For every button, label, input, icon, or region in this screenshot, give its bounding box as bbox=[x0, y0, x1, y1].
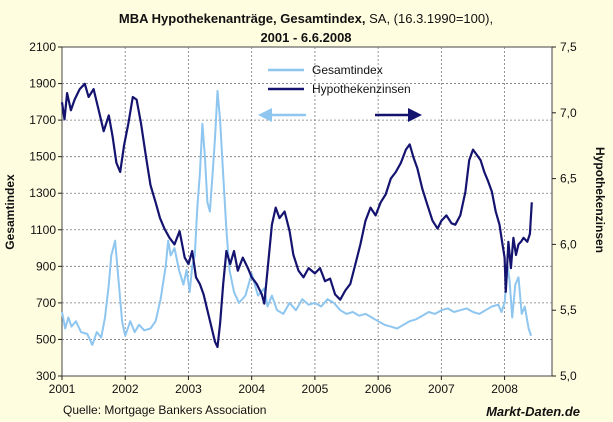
y-left-tick-label: 1500 bbox=[29, 150, 56, 164]
y-axis-left: 300 500 700 900 1100 1300 1500 1700 1900 2100 bbox=[29, 40, 62, 383]
source-note: Quelle: Mortgage Bankers Association bbox=[63, 403, 266, 417]
y-right-tick-label: 7,5 bbox=[560, 40, 577, 54]
y-axis-right-label: Hypothekenzinsen bbox=[593, 147, 607, 253]
y-left-tick-label: 900 bbox=[36, 259, 56, 273]
x-tick-label: 2005 bbox=[302, 382, 329, 396]
x-tick-label: 2004 bbox=[238, 382, 265, 396]
y-axis-left-label: Gesamtindex bbox=[3, 174, 17, 250]
chart-title-main: MBA Hypothekenanträge, Gesamtindex, bbox=[119, 11, 366, 26]
arrow-left-head bbox=[258, 108, 272, 122]
svg-text:MBA Hypothekenanträge, Gesamti: MBA Hypothekenanträge, Gesamtindex, SA, … bbox=[119, 11, 493, 26]
y-left-tick-label: 500 bbox=[36, 332, 56, 346]
grid bbox=[62, 47, 552, 376]
series-line-gesamtindex bbox=[61, 89, 533, 346]
chart-title: MBA Hypothekenanträge, Gesamtindex, SA, … bbox=[119, 11, 493, 45]
y-left-tick-label: 2100 bbox=[29, 40, 56, 54]
y-right-tick-label: 6,0 bbox=[560, 237, 577, 251]
legend-label-hypothekenzinsen: Hypothekenzinsen bbox=[312, 82, 411, 96]
y-right-tick-label: 6,5 bbox=[560, 172, 577, 186]
chart-title-rest: SA, (16.3.1990=100), bbox=[366, 11, 494, 26]
series-lines bbox=[60, 82, 533, 349]
x-tick-label: 2006 bbox=[365, 382, 392, 396]
x-axis: 2001 2002 2003 2004 2005 2006 2007 2008 bbox=[49, 376, 518, 396]
y-left-tick-label: 1300 bbox=[29, 186, 56, 200]
legend: Gesamtindex Hypothekenzinsen bbox=[268, 63, 411, 96]
x-tick-label: 2002 bbox=[112, 382, 139, 396]
series-line-hypothekenzinsen bbox=[60, 82, 533, 349]
y-left-tick-label: 1900 bbox=[29, 77, 56, 91]
y-right-tick-label: 5,0 bbox=[560, 369, 577, 383]
legend-label-gesamtindex: Gesamtindex bbox=[312, 63, 383, 77]
plot-area bbox=[61, 46, 553, 377]
y-right-tick-label: 5,5 bbox=[560, 303, 577, 317]
y-left-tick-label: 1700 bbox=[29, 113, 56, 127]
x-tick-label: 2003 bbox=[175, 382, 202, 396]
x-tick-label: 2008 bbox=[491, 382, 518, 396]
x-tick-label: 2001 bbox=[49, 382, 76, 396]
y-right-tick-label: 7,0 bbox=[560, 106, 577, 120]
y-axis-right: 5,0 5,5 6,0 6,5 7,0 7,5 bbox=[552, 40, 577, 383]
y-left-tick-label: 700 bbox=[36, 296, 56, 310]
x-tick-label: 2007 bbox=[428, 382, 455, 396]
brand-label: Markt-Daten.de bbox=[486, 404, 580, 419]
arrow-right-head bbox=[408, 108, 422, 122]
y-left-tick-label: 1100 bbox=[30, 223, 56, 237]
axis-arrows bbox=[258, 108, 422, 122]
y-left-tick-label: 300 bbox=[36, 369, 56, 383]
chart-subtitle: 2001 - 6.6.2008 bbox=[260, 30, 351, 45]
